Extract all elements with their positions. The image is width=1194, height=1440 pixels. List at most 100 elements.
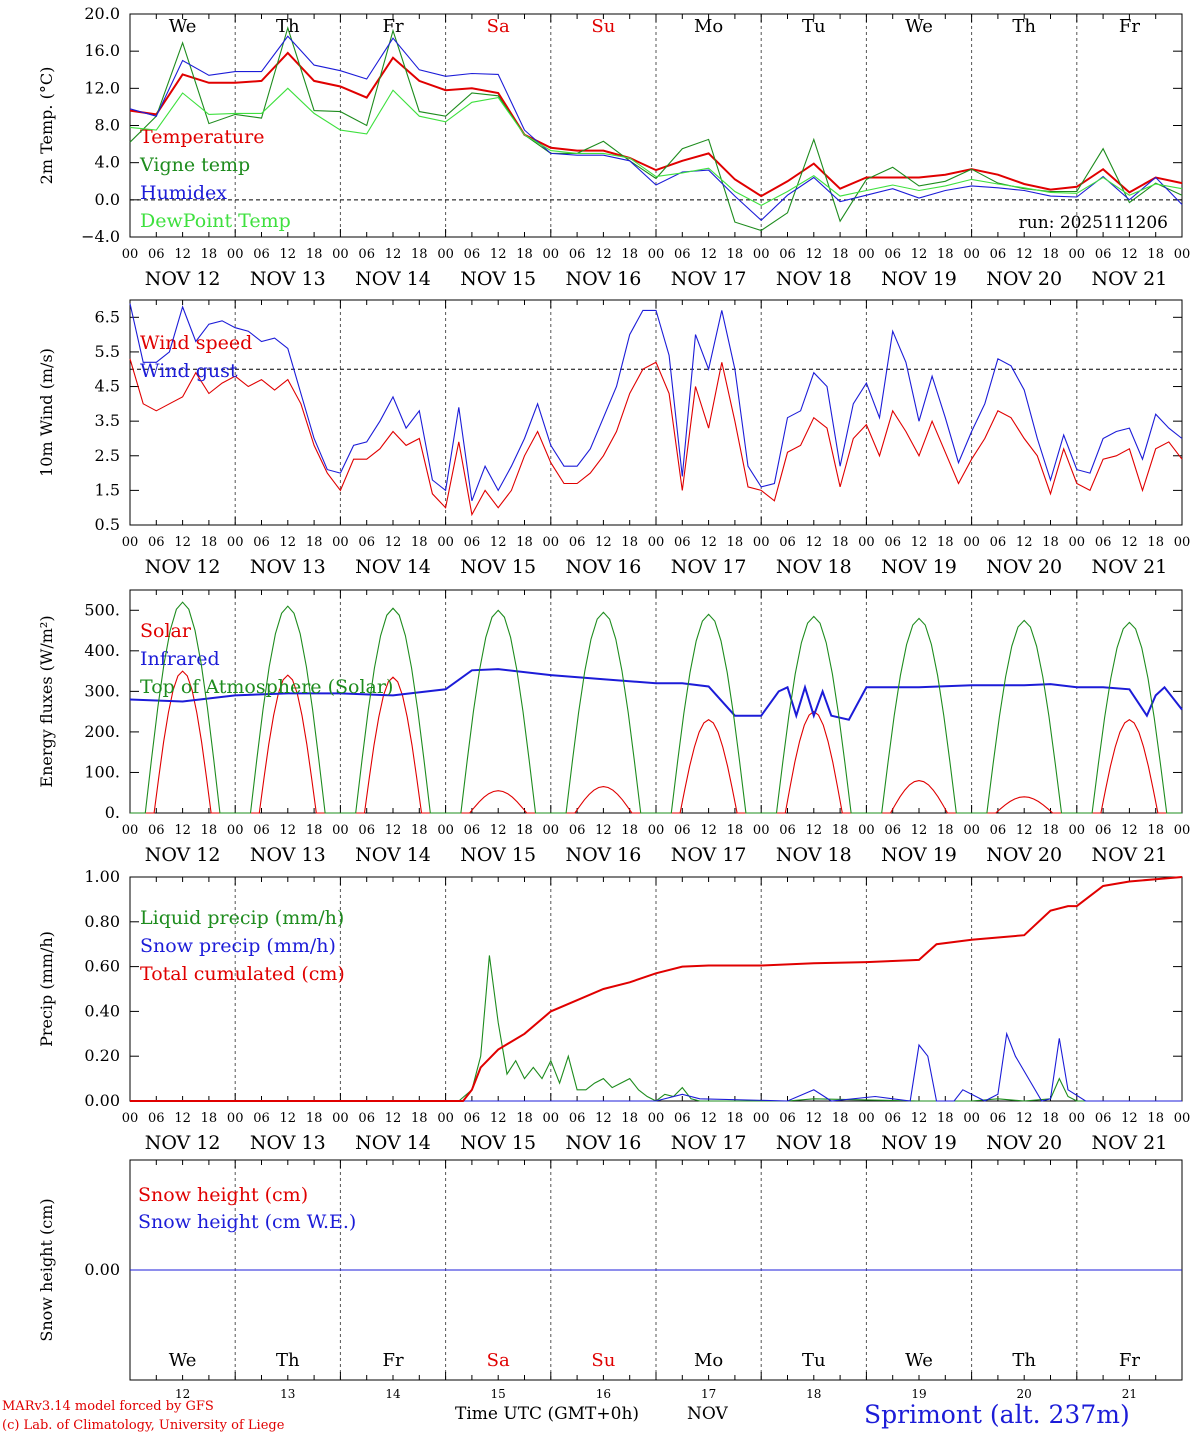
day-name: Th	[276, 1350, 300, 1371]
hour-tick-label: 12	[174, 1111, 191, 1126]
hour-tick-label: 00	[648, 535, 665, 550]
date-label: NOV 16	[565, 844, 641, 866]
y-tick-label: 0.00	[84, 1091, 120, 1110]
date-label: NOV 17	[671, 268, 747, 290]
day-name: Su	[591, 16, 615, 37]
hour-tick-label: 00	[963, 1111, 980, 1126]
day-name: Tu	[802, 1350, 826, 1371]
hour-tick-label: 12	[806, 1111, 823, 1126]
date-label: NOV 13	[250, 844, 326, 866]
hour-tick-label: 18	[832, 247, 849, 262]
y-tick-label: 5.5	[95, 342, 120, 361]
hour-tick-label: 18	[937, 247, 954, 262]
hour-tick-label: 12	[490, 247, 507, 262]
hour-tick-label: 18	[832, 823, 849, 838]
hour-tick-label: 06	[569, 535, 586, 550]
y-tick-label: 0.60	[84, 957, 120, 976]
hour-tick-label: 00	[543, 535, 560, 550]
hour-tick-label: 00	[332, 247, 349, 262]
hour-tick-label: 06	[253, 1111, 270, 1126]
date-label: NOV 13	[250, 1132, 326, 1154]
date-label: NOV 12	[145, 844, 221, 866]
y-axis-label: Snow height (cm)	[37, 1198, 56, 1341]
date-label: NOV 15	[460, 844, 536, 866]
hour-tick-label: 06	[253, 247, 270, 262]
date-label: NOV 14	[355, 268, 431, 290]
hour-tick-label: 00	[858, 535, 875, 550]
hour-tick-label: 12	[1016, 1111, 1033, 1126]
day-name: Th	[1012, 1350, 1036, 1371]
date-label: NOV 12	[145, 556, 221, 578]
hour-tick-label: 06	[990, 247, 1007, 262]
hour-tick-label: 12	[700, 1111, 717, 1126]
legend-entry: Wind speed	[140, 332, 252, 354]
hour-tick-label: 18	[411, 535, 428, 550]
hour-tick-label: 18	[306, 247, 323, 262]
hour-tick-label: 00	[227, 1111, 244, 1126]
hour-tick-label: 12	[1016, 247, 1033, 262]
hour-tick-label: 00	[963, 823, 980, 838]
hour-tick-label: 06	[148, 823, 165, 838]
run-annotation: run: 2025111206	[1019, 213, 1168, 233]
day-name: We	[905, 16, 933, 37]
hour-tick-label: 12	[174, 535, 191, 550]
date-label: NOV 15	[460, 1132, 536, 1154]
hour-tick-label: 00	[963, 535, 980, 550]
series-top-of-atmosphere-solar-	[130, 601, 1182, 814]
hour-tick-label: 12	[1016, 823, 1033, 838]
hour-tick-label: 06	[569, 1111, 586, 1126]
date-label: NOV 20	[986, 268, 1062, 290]
hour-tick-label: 18	[411, 823, 428, 838]
y-tick-label: 2.5	[95, 446, 120, 465]
hour-tick-label: 18	[727, 823, 744, 838]
legend-entry: Total cumulated (cm)	[140, 963, 345, 985]
hour-tick-label: 18	[621, 1111, 638, 1126]
legend-entry: Snow precip (mm/h)	[140, 935, 336, 957]
hour-tick-label: 00	[753, 823, 770, 838]
plot-frame	[129, 589, 1183, 814]
y-tick-label: 0.80	[84, 912, 120, 931]
hour-tick-label: 06	[674, 1111, 691, 1126]
model-credit: MARv3.14 model forced by GFS	[2, 1399, 214, 1414]
legend-entry: DewPoint Temp	[140, 210, 291, 232]
date-label: NOV 12	[145, 1132, 221, 1154]
panel-3: 500. 400. 300. 200. 100. 0. Energy fluxes (W/m…	[37, 589, 1190, 866]
hour-tick-label: 12	[174, 247, 191, 262]
hour-tick-label: 12	[911, 247, 928, 262]
hour-tick-label: 06	[253, 823, 270, 838]
hour-tick-label: 06	[884, 1111, 901, 1126]
hour-tick-label: 12	[1121, 535, 1138, 550]
date-label: NOV 16	[565, 268, 641, 290]
copyright-credit: (c) Lab. of Climatology, University of L…	[2, 1418, 285, 1433]
plot-frame	[129, 13, 1183, 238]
hour-tick-label: 12	[595, 823, 612, 838]
hour-tick-label: 06	[779, 535, 796, 550]
day-name: Fr	[382, 16, 403, 37]
hour-tick-label: 18	[727, 1111, 744, 1126]
series-dewpoint-temp	[129, 87, 1183, 207]
y-axis-label: 2m Temp. (°C)	[37, 67, 56, 185]
hour-tick-label: 18	[201, 535, 218, 550]
day-number: 17	[701, 1387, 716, 1401]
hour-tick-label: 12	[385, 823, 402, 838]
hour-tick-label: 00	[858, 1111, 875, 1126]
hour-tick-label: 18	[1042, 1111, 1059, 1126]
hour-tick-label: 12	[280, 823, 297, 838]
hour-tick-label: 06	[1095, 823, 1112, 838]
hour-tick-label: 06	[464, 1111, 481, 1126]
hour-tick-label: 18	[516, 535, 533, 550]
hour-tick-label: 06	[779, 247, 796, 262]
hour-tick-label: 00	[332, 535, 349, 550]
hour-tick-label: 18	[1042, 823, 1059, 838]
hour-tick-label: 12	[280, 535, 297, 550]
day-name: Sa	[487, 1350, 510, 1371]
day-number: 20	[1017, 1387, 1032, 1401]
x-axis-label: Time UTC (GMT+0h)	[455, 1404, 640, 1424]
series-total-cumulated-cm-	[130, 876, 1183, 1102]
day-name: Th	[276, 16, 300, 37]
day-name: We	[169, 16, 197, 37]
date-label: NOV 19	[881, 1132, 957, 1154]
hour-tick-label: 12	[700, 535, 717, 550]
date-label: NOV 21	[1091, 844, 1167, 866]
hour-tick-label: 06	[884, 823, 901, 838]
